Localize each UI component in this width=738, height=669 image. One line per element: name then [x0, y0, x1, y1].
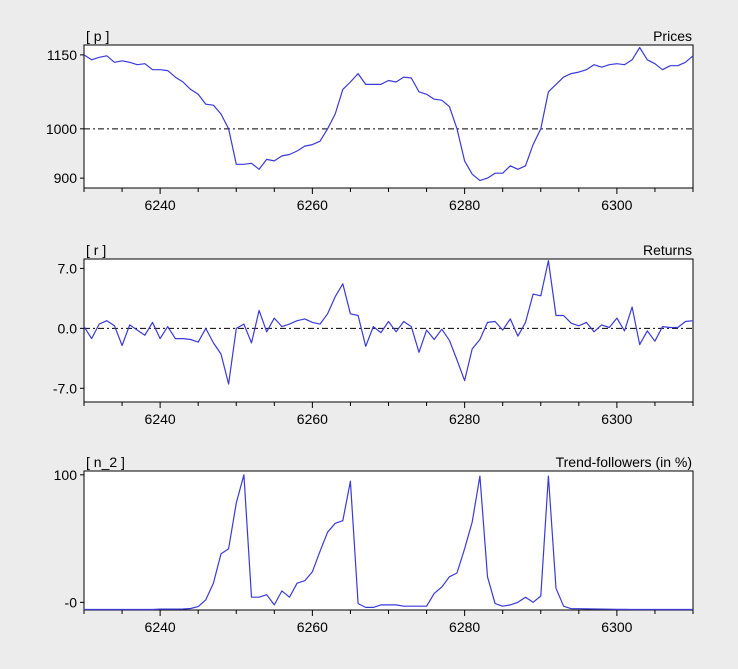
trend-followers-panel: [ n_2 ] Trend-followers (in %) 100 -0 6240…: [54, 454, 694, 635]
returns-panel: [ r ] Returns 7.0 0.0 -7.0 6240 6260 6280 6300: [53, 242, 694, 427]
prices-xtick-label: 6280: [449, 197, 480, 213]
prices-xtick-label: 6260: [297, 197, 328, 213]
prices-plot-area: [83, 44, 694, 189]
trend-followers-marks: 100 -0 6240 6260 6280 6300: [54, 467, 694, 635]
prices-ytick-label: 900: [54, 170, 78, 186]
returns-ytick-label: -7.0: [53, 380, 77, 396]
returns-plot-area: [83, 258, 694, 403]
prices-xtick-label: 6240: [145, 197, 176, 213]
returns-xtick-label: 6240: [145, 411, 176, 427]
prices-ytick-label: 1150: [47, 47, 77, 63]
prices-panel: [ p ] Prices 1150 1000 900 6240 6260 6280 6300: [46, 28, 694, 213]
trend-followers-title: Trend-followers (in %): [556, 454, 692, 470]
prices-ytick-label: 1000: [46, 121, 77, 137]
trend-followers-corner-label: [ n_2 ]: [86, 454, 125, 470]
trend-followers-ytick-label: 100: [54, 467, 78, 483]
returns-ytick-label: 7.0: [58, 260, 78, 276]
trend-followers-ytick-label: -0: [65, 594, 78, 610]
returns-marks: 7.0 0.0 -7.0 6240 6260 6280 6300: [53, 260, 694, 427]
prices-marks: 1150 1000 900 6240 6260 6280 6300: [46, 46, 694, 213]
trend-followers-plot-area: [83, 470, 694, 611]
returns-title: Returns: [643, 242, 692, 258]
returns-ytick-label: 0.0: [58, 320, 78, 336]
trend-followers-xtick-label: 6300: [601, 619, 632, 635]
trend-followers-xtick-label: 6240: [145, 619, 176, 635]
prices-xtick-label: 6300: [601, 197, 632, 213]
returns-xtick-label: 6260: [297, 411, 328, 427]
returns-xtick-label: 6300: [601, 411, 632, 427]
trend-followers-xtick-label: 6260: [297, 619, 328, 635]
returns-series-line: [83, 260, 694, 385]
returns-xtick-label: 6280: [449, 411, 480, 427]
prices-title: Prices: [653, 28, 692, 44]
trend-followers-xtick-label: 6280: [449, 619, 480, 635]
prices-corner-label: [ p ]: [86, 28, 109, 44]
prices-series-line: [83, 46, 694, 182]
returns-corner-label: [ r ]: [86, 242, 106, 258]
trend-followers-series-line: [84, 474, 693, 611]
